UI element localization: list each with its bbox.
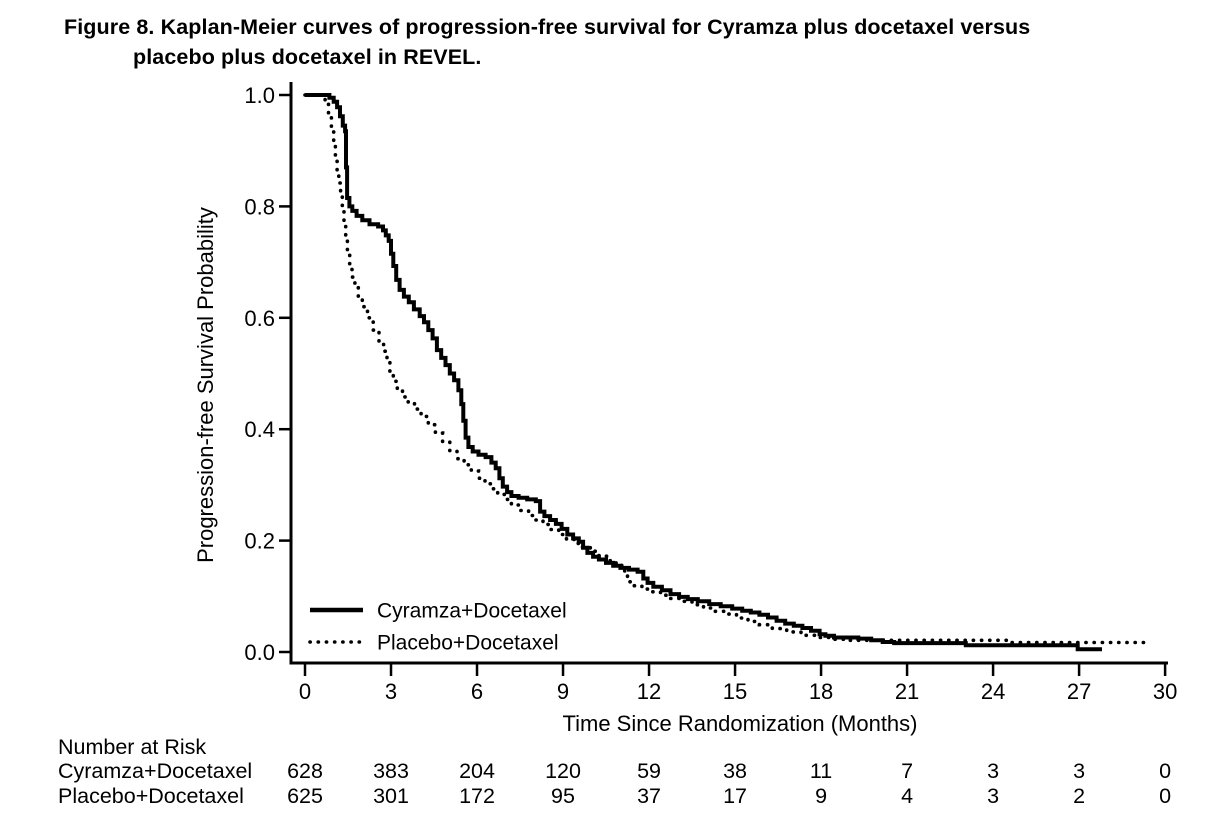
risk-count: 204 (459, 759, 495, 783)
risk-count: 7 (901, 759, 914, 783)
risk-count: 2 (1073, 784, 1086, 808)
x-tick-label: 12 (637, 679, 661, 704)
legend-label: Placebo+Docetaxel (377, 632, 559, 655)
risk-count: 4 (901, 784, 914, 808)
x-tick-label: 27 (1067, 679, 1091, 704)
x-tick-label: 15 (723, 679, 747, 704)
legend-label: Cyramza+Docetaxel (377, 600, 567, 623)
km-curve-cyramza-docetaxel (305, 93, 1102, 652)
x-tick-label: 30 (1153, 679, 1177, 704)
x-tick-label: 21 (895, 679, 919, 704)
risk-count: 37 (637, 784, 661, 808)
y-tick-label: 0.8 (244, 194, 275, 219)
risk-count: 120 (545, 759, 581, 783)
risk-count: 95 (551, 784, 575, 808)
risk-count: 17 (723, 784, 748, 808)
y-tick-label: 1.0 (244, 83, 275, 108)
x-tick-label: 0 (299, 679, 311, 704)
x-axis-label: Time Since Randomization (Months) (563, 711, 918, 736)
risk-count: 3 (1073, 759, 1086, 783)
x-tick-label: 9 (557, 679, 569, 704)
risk-count: 59 (637, 759, 661, 783)
y-tick-label: 0.2 (244, 529, 275, 554)
risk-count: 9 (815, 784, 828, 808)
risk-count: 38 (723, 759, 748, 783)
risk-count: 628 (287, 759, 323, 783)
x-tick-label: 18 (809, 679, 833, 704)
y-tick-label: 0.6 (244, 306, 275, 331)
y-tick-label: 0.4 (244, 417, 275, 442)
risk-count: 0 (1159, 759, 1172, 783)
risk-count: 11 (809, 759, 833, 783)
risk-count: 625 (287, 784, 323, 808)
figure-title-line2: placebo plus docetaxel in REVEL. (133, 45, 482, 69)
x-tick-label: 24 (981, 679, 1005, 704)
risk-count: 3 (987, 784, 1000, 808)
risk-count: 3 (987, 759, 1000, 783)
risk-count: 0 (1159, 784, 1172, 808)
risk-count: 383 (373, 759, 409, 783)
risk-row-label: Cyramza+Docetaxel (58, 759, 253, 783)
figure-title-line1: Figure 8. Kaplan-Meier curves of progres… (64, 15, 1031, 39)
y-tick-label: 0.0 (244, 640, 275, 665)
risk-table-heading: Number at Risk (58, 735, 207, 759)
x-tick-label: 3 (385, 679, 397, 704)
risk-row-label: Placebo+Docetaxel (58, 784, 244, 808)
risk-count: 172 (459, 784, 495, 808)
km-curve-placebo-docetaxel (303, 93, 1153, 645)
x-tick-label: 6 (471, 679, 483, 704)
risk-count: 301 (373, 784, 409, 808)
y-axis-label: Progression-free Survival Probability (193, 207, 218, 563)
